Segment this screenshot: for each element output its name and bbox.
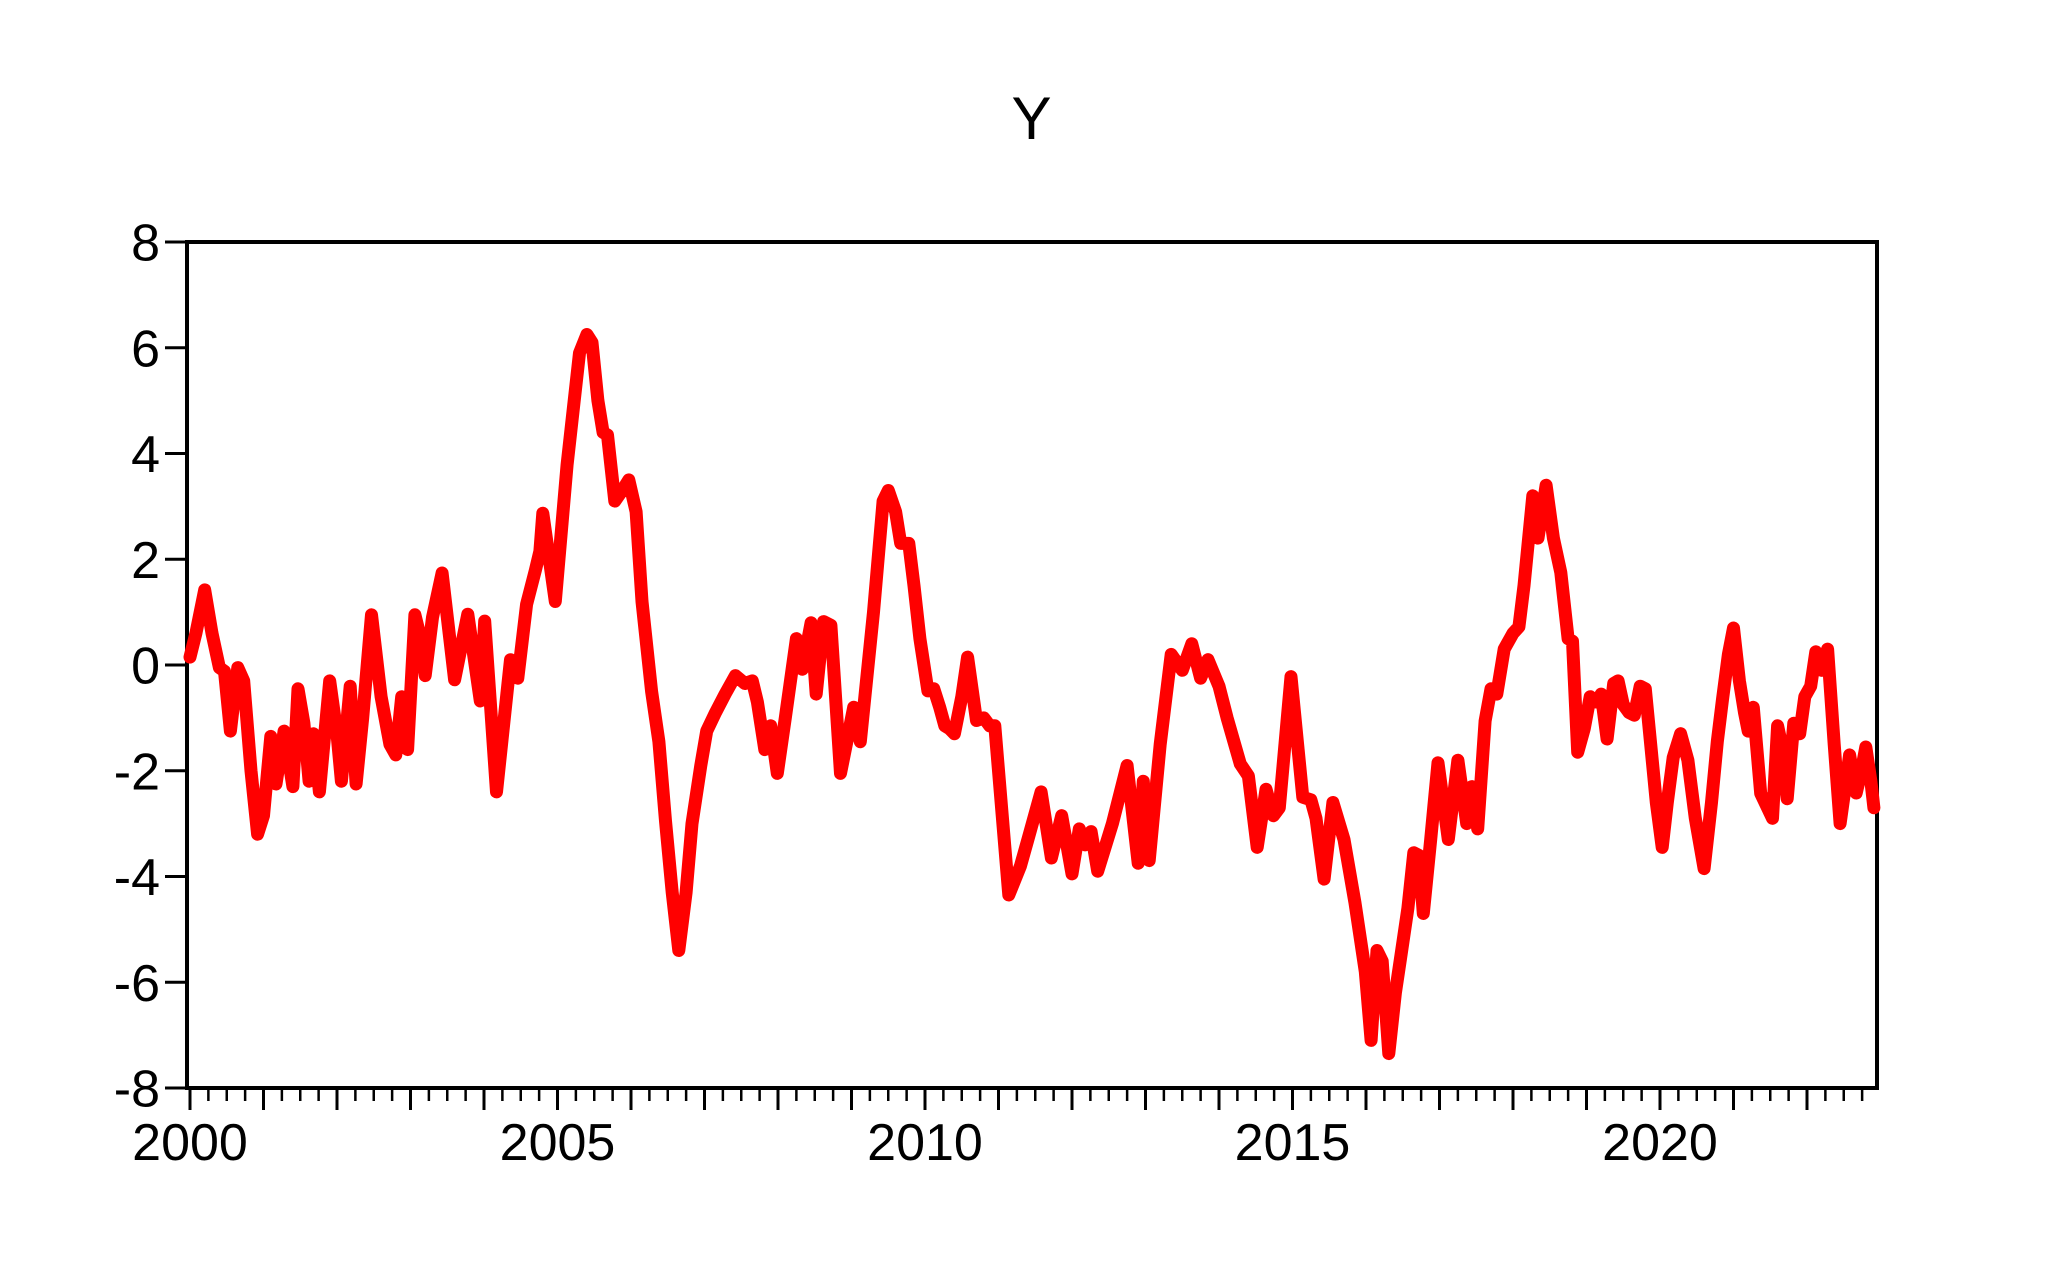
y-tick-label: 4 (131, 426, 160, 484)
y-axis-tick-labels: 8 6 4 2 0 -2 -4 -6 -8 (114, 215, 160, 1119)
y-tick-label: -8 (114, 1061, 160, 1119)
x-axis-tick-labels: 2000 2005 2010 2015 2020 (132, 1114, 1718, 1172)
y-tick-label: 2 (131, 532, 160, 590)
series-lines (183, 328, 1881, 1061)
x-axis-ticks (188, 1088, 1864, 1110)
x-tick-label: 2005 (500, 1114, 616, 1172)
plot-border (185, 240, 1879, 1090)
y-axis-ticks (165, 240, 187, 1090)
plot-frame (185, 240, 1879, 1090)
x-tick-label: 2000 (132, 1114, 248, 1172)
y-tick-label: -4 (114, 849, 160, 907)
chart-title: Y (1011, 85, 1053, 152)
y-tick-label: 8 (131, 215, 160, 273)
y-tick-label: 6 (131, 320, 160, 378)
y-tick-label: -6 (114, 955, 160, 1013)
x-tick-label: 2020 (1602, 1114, 1718, 1172)
x-tick-label: 2010 (867, 1114, 983, 1172)
y-tick-label: 0 (131, 638, 160, 696)
y-tick-label: -2 (114, 743, 160, 801)
series-line-y (183, 328, 1881, 1061)
x-tick-label: 2015 (1235, 1114, 1351, 1172)
